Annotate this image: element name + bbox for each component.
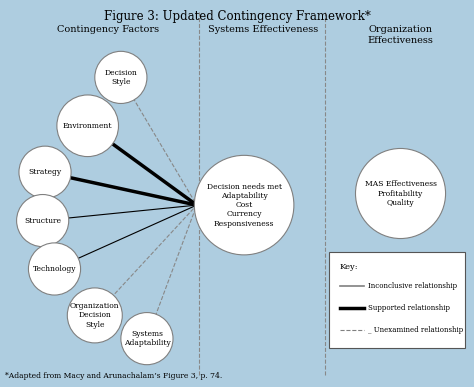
- Text: Systems Effectiveness: Systems Effectiveness: [208, 25, 318, 34]
- Ellipse shape: [121, 313, 173, 365]
- Text: Strategy: Strategy: [28, 168, 62, 176]
- Ellipse shape: [95, 51, 147, 103]
- Text: MAS Effectiveness
Profitability
Quality: MAS Effectiveness Profitability Quality: [365, 180, 437, 207]
- Text: Structure: Structure: [24, 217, 61, 224]
- Text: Figure 3: Updated Contingency Framework*: Figure 3: Updated Contingency Framework*: [103, 10, 371, 23]
- Ellipse shape: [28, 243, 81, 295]
- Text: Technology: Technology: [33, 265, 76, 273]
- FancyBboxPatch shape: [329, 252, 465, 348]
- Text: Inconclusive relationship: Inconclusive relationship: [368, 282, 457, 289]
- Ellipse shape: [67, 288, 122, 343]
- Text: Key:: Key:: [340, 263, 358, 271]
- Ellipse shape: [356, 149, 446, 238]
- Text: Decision needs met
Adaptability
Cost
Currency
Responsiveness: Decision needs met Adaptability Cost Cur…: [207, 183, 282, 228]
- Text: Organization
Effectiveness: Organization Effectiveness: [368, 25, 433, 45]
- Text: Contingency Factors: Contingency Factors: [57, 25, 159, 34]
- Text: _ Unexamined relationship: _ Unexamined relationship: [368, 327, 464, 334]
- Ellipse shape: [194, 155, 294, 255]
- Text: *Adapted from Macy and Arunachalam’s Figure 3, p. 74.: *Adapted from Macy and Arunachalam’s Fig…: [5, 372, 222, 380]
- Ellipse shape: [17, 195, 69, 247]
- Text: Decision
Style: Decision Style: [104, 69, 137, 86]
- Ellipse shape: [19, 146, 71, 198]
- Text: Systems
Adaptability: Systems Adaptability: [124, 330, 170, 347]
- Text: Supported relationship: Supported relationship: [368, 304, 450, 312]
- Text: Environment: Environment: [63, 122, 112, 130]
- Ellipse shape: [57, 95, 118, 157]
- Text: Organization
Decision
Style: Organization Decision Style: [70, 302, 119, 329]
